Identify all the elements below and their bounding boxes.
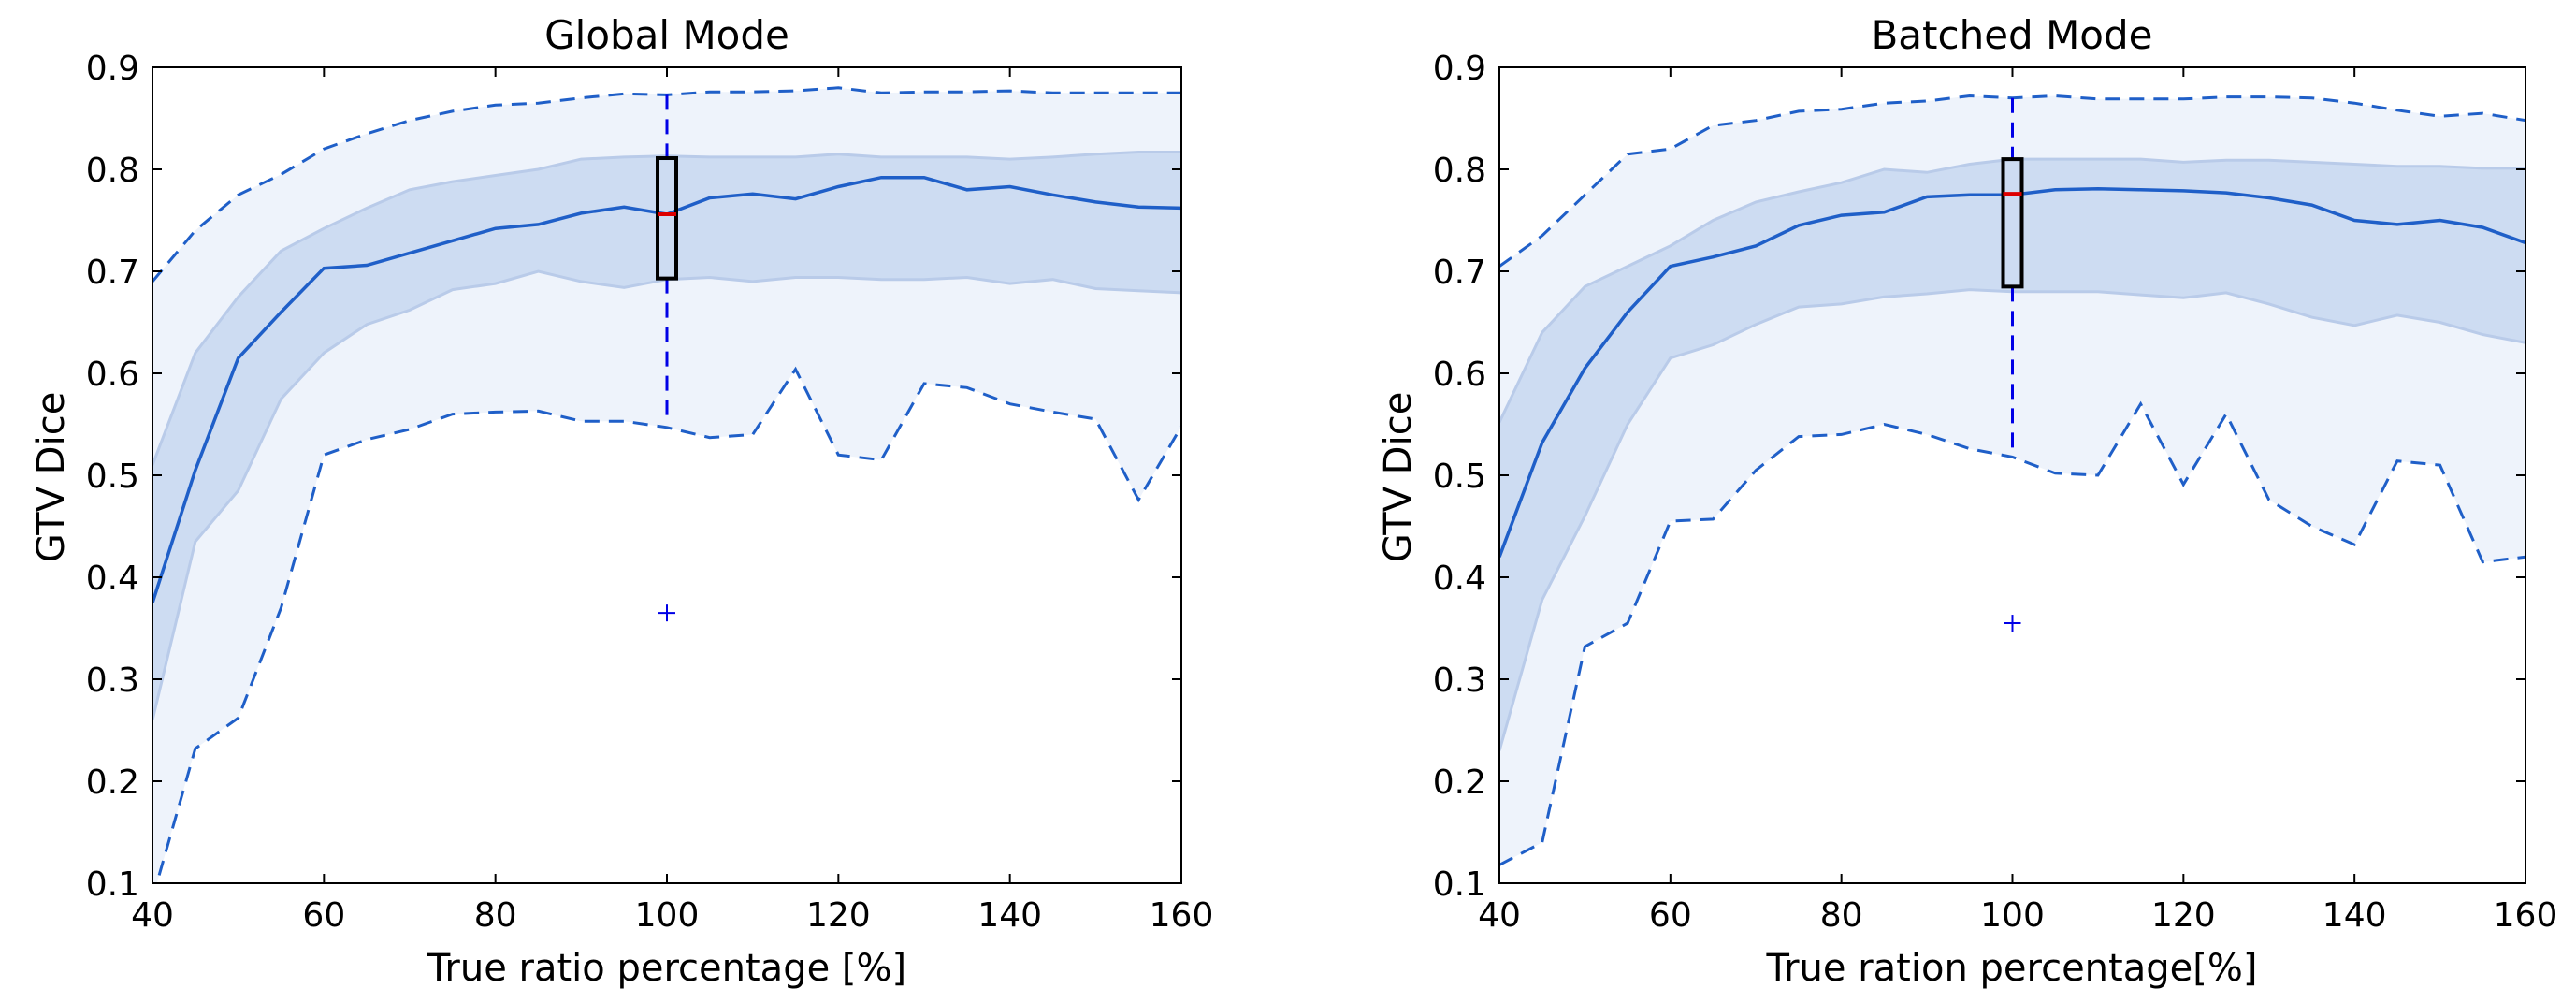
x-tick-label: 40 (1478, 896, 1521, 935)
y-tick-label: 0.7 (1433, 254, 1486, 292)
y-tick-label: 0.8 (1433, 152, 1486, 190)
x-tick-label: 160 (2494, 896, 2558, 935)
y-axis-label: GTV Dice (30, 392, 73, 563)
band-layer (1499, 95, 2525, 865)
y-tick-label: 0.4 (86, 560, 139, 598)
x-tick-label: 140 (977, 896, 1042, 935)
chart-global-mode: Global Mode True ratio percentage [%] GT… (30, 12, 1213, 990)
x-axis-label: True ratio percentage [%] (427, 947, 906, 990)
y-tick-label: 0.3 (86, 661, 139, 700)
boxplot-box (656, 156, 678, 281)
chart-batched-mode: Batched Mode True ration percentage[%] G… (1377, 12, 2557, 990)
x-axis-label: True ration percentage[%] (1766, 947, 2258, 990)
y-axis-label: GTV Dice (1377, 392, 1420, 563)
y-tick-label: 0.2 (86, 763, 139, 802)
x-tick-label: 120 (806, 896, 871, 935)
x-tick-label: 80 (1820, 896, 1863, 935)
x-tick-label: 120 (2151, 896, 2216, 935)
axes-layer: 40 60 80 100 120 140 160 0.1 0.2 0.3 0.4 0.5 0.6 0.7 0… (86, 50, 1214, 935)
band-layer (152, 87, 1181, 883)
x-tick-label: 140 (2323, 896, 2387, 935)
y-tick-label: 0.2 (1433, 763, 1486, 802)
y-tick-label: 0.4 (1433, 560, 1486, 598)
series-min-line (155, 366, 1181, 883)
boxplot-layer (656, 94, 678, 622)
y-tick-label: 0.5 (86, 458, 139, 496)
x-tick-label: 60 (1649, 896, 1692, 935)
y-tick-label: 0.6 (86, 356, 139, 394)
y-tick-label: 0.3 (1433, 661, 1486, 700)
inner-range-band (152, 152, 1181, 720)
y-tick-label: 0.9 (1433, 50, 1486, 88)
chart-title: Batched Mode (1871, 12, 2152, 58)
x-tick-label: 100 (1980, 896, 2045, 935)
y-tick-label: 0.6 (1433, 356, 1486, 394)
x-tick-label: 100 (635, 896, 700, 935)
x-tick-label: 60 (302, 896, 345, 935)
y-tick-label: 0.1 (1433, 865, 1486, 904)
y-tick-label: 0.8 (86, 152, 139, 190)
y-tick-label: 0.1 (86, 865, 139, 904)
x-tick-label: 80 (474, 896, 517, 935)
series-min-line (1499, 400, 2525, 866)
chart-title: Global Mode (544, 12, 789, 58)
boxplot-layer (2001, 97, 2024, 632)
y-tick-label: 0.9 (86, 50, 139, 88)
y-tick-label: 0.7 (86, 254, 139, 292)
axes-layer: 40 60 80 100 120 140 160 0.1 0.2 0.3 0.4 0.5 0.6 0.7 0… (1433, 50, 2558, 935)
y-tick-label: 0.5 (1433, 458, 1486, 496)
inner-range-band (1499, 159, 2525, 751)
series-max-line (152, 86, 1181, 283)
x-tick-label: 160 (1150, 896, 1214, 935)
x-tick-label: 40 (131, 896, 174, 935)
boxplot-box (2001, 157, 2024, 289)
